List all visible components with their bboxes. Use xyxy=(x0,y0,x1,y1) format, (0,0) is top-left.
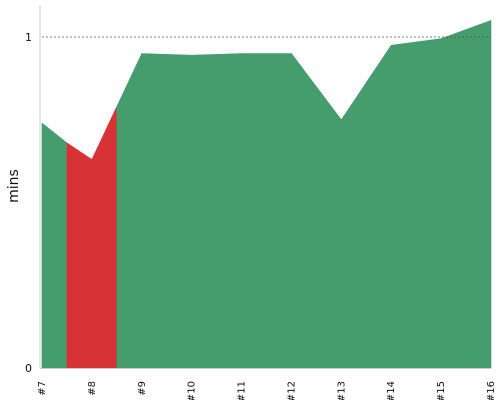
x-tick-label: #14 xyxy=(386,381,397,400)
x-tick-label: #7 xyxy=(37,381,48,396)
x-tick-label: #11 xyxy=(237,381,248,400)
area-segment-after-highlight xyxy=(116,20,492,369)
x-tick-label: #12 xyxy=(286,381,297,400)
x-tick-label: #15 xyxy=(436,381,447,400)
area-segment-highlight xyxy=(66,106,118,369)
x-tick-label: #13 xyxy=(336,381,347,400)
areas-layer xyxy=(41,20,492,369)
axes-layer xyxy=(39,5,491,369)
x-tick-label: #8 xyxy=(87,381,98,396)
y-tick-label: 0 xyxy=(25,362,32,375)
y-tick-label: 1 xyxy=(25,31,32,44)
x-tick-label: #10 xyxy=(187,381,198,400)
area-segment-before-highlight xyxy=(41,122,68,369)
y-axis-label: mins xyxy=(6,169,22,203)
x-tick-label: #16 xyxy=(486,381,497,400)
x-tick-label: #9 xyxy=(137,381,148,396)
y-tick-labels: 01 xyxy=(25,31,32,375)
x-tick-labels: #7 #8 #9 #10 #11 #12 #13 #14 #15 #16 xyxy=(37,381,497,400)
